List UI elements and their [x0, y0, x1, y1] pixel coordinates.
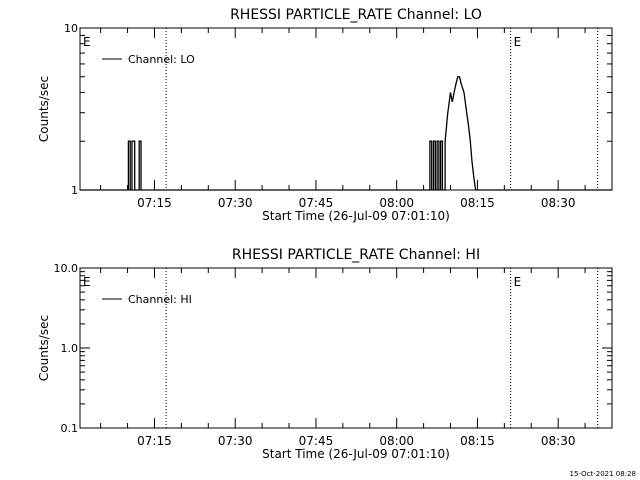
- timestamp: 15-Oct-2021 08:28: [570, 470, 636, 478]
- legend-label: Channel: HI: [128, 293, 192, 306]
- x-tick-label: 07:15: [137, 196, 172, 210]
- y-tick-label: 0.1: [61, 422, 79, 435]
- event-marker: E: [83, 35, 91, 49]
- event-marker: E: [83, 275, 91, 289]
- y-tick-label: 10: [64, 22, 78, 35]
- x-tick-label: 08:30: [541, 434, 576, 448]
- chart-title: RHESSI PARTICLE_RATE Channel: LO: [230, 7, 482, 23]
- x-tick-label: 07:45: [299, 196, 334, 210]
- event-marker: E: [514, 275, 522, 289]
- y-axis-label: Counts/sec: [37, 76, 51, 142]
- event-marker: E: [514, 35, 522, 49]
- x-tick-label: 08:00: [379, 196, 414, 210]
- x-tick-label: 07:30: [218, 434, 253, 448]
- chart-panel-1: RHESSI PARTICLE_RATE Channel: LO 1 10 07:15…: [37, 7, 613, 223]
- series-line: [80, 76, 612, 191]
- x-tick-label: 08:00: [379, 434, 414, 448]
- y-tick-label: 1: [71, 184, 78, 197]
- x-axis-label: Start Time (26-Jul-09 07:01:10): [262, 209, 450, 223]
- plot-frame: [79, 267, 613, 429]
- x-tick-label: 08:15: [460, 434, 495, 448]
- x-tick-label: 07:45: [299, 434, 334, 448]
- y-tick-label: 10.0: [54, 262, 79, 275]
- y-tick-label: 1.0: [61, 342, 79, 355]
- chart-title: RHESSI PARTICLE_RATE Channel: HI: [232, 247, 480, 263]
- x-tick-label: 08:15: [460, 196, 495, 210]
- legend-label: Channel: LO: [128, 53, 195, 66]
- y-axis-label: Counts/sec: [37, 315, 51, 381]
- x-tick-label: 07:15: [137, 434, 172, 448]
- x-tick-label: 07:30: [218, 196, 253, 210]
- x-axis-label: Start Time (26-Jul-09 07:01:10): [262, 447, 450, 461]
- x-tick-label: 08:30: [541, 196, 576, 210]
- chart-panel-2: RHESSI PARTICLE_RATE Channel: HI 0.1 1.0 10…: [37, 247, 613, 461]
